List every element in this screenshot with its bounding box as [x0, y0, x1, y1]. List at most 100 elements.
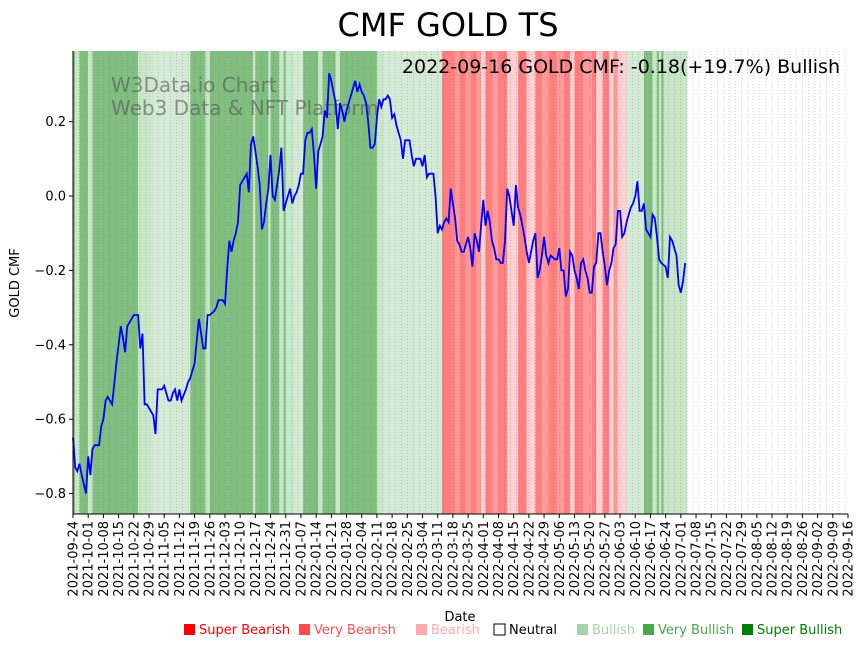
legend-swatch	[643, 624, 654, 635]
band-bullish	[663, 51, 688, 514]
x-tick-label: 2022-01-07	[294, 521, 309, 597]
y-tick-label: −0.8	[34, 487, 66, 502]
band-very-bullish	[209, 51, 254, 514]
x-tick-label: 2021-12-17	[249, 521, 264, 597]
chart-title: CMF GOLD TS	[337, 6, 558, 44]
band-very-bearish	[541, 51, 549, 514]
x-tick-label: 2021-11-26	[203, 521, 218, 597]
band-bearish	[507, 51, 519, 514]
band-bearish	[526, 51, 536, 514]
x-tick-label: 2022-06-24	[659, 521, 674, 597]
x-tick-label: 2021-10-29	[142, 521, 157, 597]
band-super-bearish	[535, 51, 542, 514]
band-very-bullish	[643, 51, 653, 514]
band-very-bearish	[476, 51, 482, 514]
watermark-line: W3Data.io Chart	[111, 73, 277, 97]
x-tick-label: 2021-11-12	[173, 521, 188, 597]
band-bullish	[652, 51, 657, 514]
y-tick-label: 0.0	[45, 190, 66, 205]
x-tick-label: 2022-03-04	[416, 521, 431, 597]
y-tick-label: 0.2	[45, 115, 66, 130]
x-axis-label: Date	[444, 610, 475, 625]
band-neutral	[151, 51, 167, 514]
band-super-bearish	[498, 51, 508, 514]
legend-label: Very Bearish	[314, 623, 396, 638]
x-tick-label: 2021-12-24	[264, 521, 279, 597]
band-bullish	[75, 51, 80, 514]
x-tick-label: 2022-08-26	[796, 521, 811, 597]
band-bullish	[138, 51, 152, 514]
x-tick-label: 2022-01-21	[325, 521, 340, 597]
band-bearish	[570, 51, 575, 514]
chart-subtitle: 2022-09-16 GOLD CMF: -0.18(+19.7%) Bulli…	[402, 56, 840, 78]
band-bullish	[253, 51, 256, 514]
y-tick-label: −0.6	[34, 413, 66, 428]
legend-label: Super Bullish	[757, 623, 842, 638]
x-tick-label: 2021-11-19	[188, 521, 203, 597]
band-very-bullish	[656, 51, 660, 514]
x-tick-label: 2022-02-04	[355, 521, 370, 597]
band-very-bullish	[322, 51, 336, 514]
x-tick-label: 2021-10-22	[127, 521, 142, 597]
legend-label: Super Bearish	[199, 623, 290, 638]
x-tick-label: 2022-02-25	[401, 521, 416, 597]
cmf-line	[72, 73, 687, 494]
signal-bands	[73, 51, 688, 514]
legend: Super Bearish Very Bearish Bearish Neutral B…	[184, 623, 842, 638]
y-tick-label: −0.2	[34, 264, 66, 279]
x-tick-label: 2022-09-02	[811, 521, 826, 597]
band-bearish	[609, 51, 614, 514]
x-tick-label: 2022-07-29	[735, 521, 750, 597]
axes	[72, 51, 848, 515]
x-tick-label: 2022-04-29	[538, 521, 553, 597]
band-bullish	[335, 51, 341, 514]
x-tick-label: 2022-08-19	[781, 521, 796, 597]
band-bearish	[481, 51, 486, 514]
band-very-bullish	[283, 51, 286, 514]
x-tick-label: 2022-05-06	[553, 521, 568, 597]
band-neutral	[166, 51, 191, 514]
x-tick-label: 2021-12-03	[218, 521, 233, 597]
x-tick-label: 2022-01-28	[340, 521, 355, 597]
legend-label: Bearish	[431, 623, 480, 638]
x-tick-label: 2022-02-18	[386, 521, 401, 597]
x-tick-label: 2022-09-16	[842, 521, 857, 597]
x-tick-label: 2022-03-18	[446, 521, 461, 597]
band-bearish	[596, 51, 603, 514]
x-tick-label: 2022-01-14	[310, 521, 325, 597]
legend-swatch	[299, 624, 310, 635]
band-very-bearish	[455, 51, 460, 514]
y-axis-label: GOLD CMF	[8, 248, 23, 317]
x-tick-label: 2022-02-11	[370, 521, 385, 597]
legend-label: Bullish	[592, 623, 635, 638]
x-tick-label: 2022-05-13	[568, 521, 583, 597]
x-tick-label: 2022-06-10	[629, 521, 644, 597]
band-very-bullish	[270, 51, 280, 514]
band-super-bearish	[470, 51, 477, 514]
x-tick-label: 2021-10-15	[112, 521, 127, 597]
band-super-bearish	[548, 51, 558, 514]
x-tick-label: 2022-04-22	[522, 521, 537, 597]
x-tick-label: 2022-07-22	[720, 521, 735, 597]
band-super-bearish	[591, 51, 597, 514]
band-very-bearish	[557, 51, 564, 514]
band-bullish	[285, 51, 295, 514]
x-tick-label: 2022-04-08	[492, 521, 507, 597]
x-tick-label: 2022-06-03	[614, 521, 629, 597]
legend-label: Very Bullish	[658, 623, 734, 638]
legend-swatch	[493, 623, 506, 636]
band-super-bearish	[518, 51, 527, 514]
band-very-bullish	[73, 51, 76, 514]
x-tick-label: 2021-10-08	[97, 521, 112, 597]
x-tick-label: 2022-04-15	[507, 521, 522, 597]
x-tick-label: 2022-05-27	[598, 521, 613, 597]
band-neutral	[626, 51, 644, 514]
band-very-bullish	[190, 51, 206, 514]
x-tick-label: 2022-08-12	[766, 521, 781, 597]
band-super-bearish	[442, 51, 456, 514]
band-bullish	[279, 51, 284, 514]
legend-swatch	[416, 624, 427, 635]
x-tick-label: 2021-12-31	[279, 521, 294, 597]
